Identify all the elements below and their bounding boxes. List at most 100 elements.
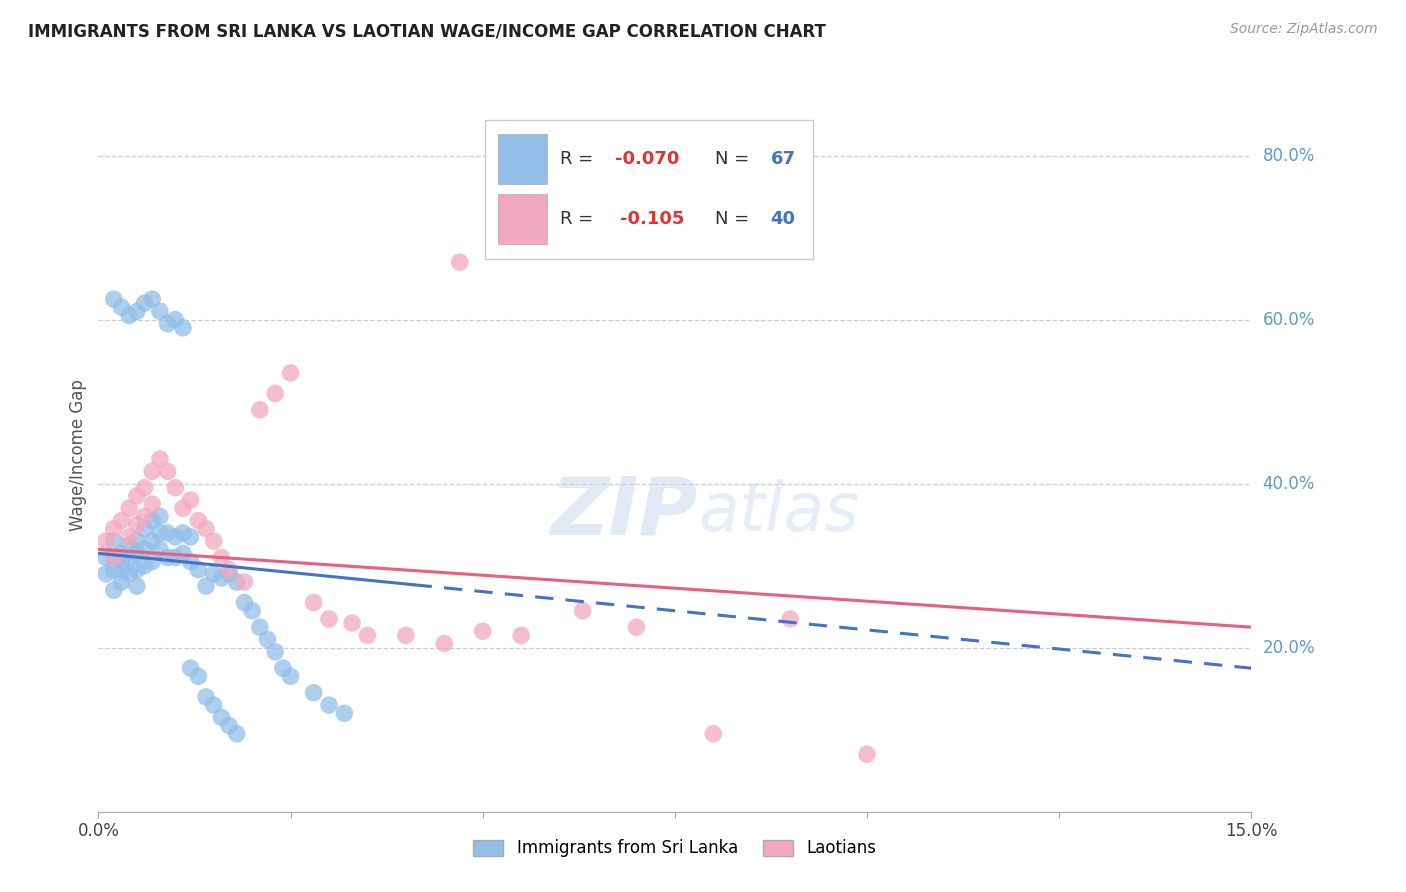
Point — [118, 309, 141, 323]
Point — [141, 514, 163, 528]
Point — [103, 550, 125, 565]
Text: Source: ZipAtlas.com: Source: ZipAtlas.com — [1230, 22, 1378, 37]
Point — [156, 464, 179, 478]
Text: 40.0%: 40.0% — [1263, 475, 1315, 492]
Point — [302, 686, 325, 700]
Point — [134, 296, 156, 310]
Point — [225, 727, 247, 741]
Point — [510, 628, 533, 642]
Point — [626, 620, 648, 634]
Point — [103, 534, 125, 549]
Point — [103, 522, 125, 536]
Point — [118, 501, 141, 516]
Point — [172, 501, 194, 516]
Point — [209, 710, 232, 724]
Point — [118, 550, 141, 565]
Point — [134, 558, 156, 573]
Point — [280, 366, 302, 380]
Text: ZIP: ZIP — [551, 473, 697, 551]
Point — [249, 402, 271, 417]
Point — [225, 575, 247, 590]
Point — [118, 530, 141, 544]
Point — [471, 624, 494, 639]
Point — [110, 514, 132, 528]
Text: atlas: atlas — [697, 479, 859, 545]
Text: R =: R = — [560, 211, 605, 228]
Point — [333, 706, 356, 721]
Point — [165, 481, 187, 495]
Point — [103, 583, 125, 598]
Y-axis label: Wage/Income Gap: Wage/Income Gap — [69, 379, 87, 531]
Point — [94, 566, 117, 581]
Point — [141, 464, 163, 478]
Text: 67: 67 — [770, 150, 796, 168]
Point — [187, 514, 209, 528]
Point — [779, 612, 801, 626]
Point — [249, 620, 271, 634]
Text: -0.105: -0.105 — [620, 211, 683, 228]
Point — [280, 669, 302, 683]
Point — [218, 563, 240, 577]
Point — [110, 555, 132, 569]
Point — [195, 690, 218, 704]
Text: 20.0%: 20.0% — [1263, 639, 1315, 657]
Point — [240, 604, 263, 618]
Point — [318, 698, 340, 712]
Point — [134, 481, 156, 495]
Point — [110, 575, 132, 590]
Legend: Immigrants from Sri Lanka, Laotians: Immigrants from Sri Lanka, Laotians — [467, 833, 883, 864]
Text: -0.070: -0.070 — [614, 150, 679, 168]
Point — [134, 522, 156, 536]
Point — [141, 555, 163, 569]
Point — [264, 645, 287, 659]
Text: 80.0%: 80.0% — [1263, 146, 1315, 164]
Point — [180, 493, 202, 508]
Point — [125, 304, 148, 318]
Point — [180, 661, 202, 675]
Point — [103, 563, 125, 577]
Point — [110, 300, 132, 314]
Point — [125, 563, 148, 577]
Bar — [499, 194, 547, 244]
Point — [141, 292, 163, 306]
Point — [233, 575, 256, 590]
Point — [125, 546, 148, 560]
Point — [172, 320, 194, 334]
Point — [118, 538, 141, 552]
Point — [172, 546, 194, 560]
Point — [94, 534, 117, 549]
Text: N =: N = — [716, 150, 755, 168]
Point — [156, 550, 179, 565]
Point — [103, 550, 125, 565]
Point — [233, 596, 256, 610]
Text: 60.0%: 60.0% — [1263, 310, 1315, 328]
Point — [125, 579, 148, 593]
Point — [149, 509, 172, 524]
Point — [218, 718, 240, 732]
Point — [433, 636, 456, 650]
Point — [209, 571, 232, 585]
Point — [134, 542, 156, 557]
Point — [202, 566, 225, 581]
Point — [202, 534, 225, 549]
Point — [356, 628, 378, 642]
Point — [118, 566, 141, 581]
Point — [271, 661, 294, 675]
Point — [94, 550, 117, 565]
Point — [195, 579, 218, 593]
Point — [449, 255, 471, 269]
Point — [187, 563, 209, 577]
Point — [141, 497, 163, 511]
Point — [165, 550, 187, 565]
Text: N =: N = — [716, 211, 755, 228]
Point — [264, 386, 287, 401]
Point — [149, 525, 172, 540]
Point — [702, 727, 724, 741]
Point — [156, 317, 179, 331]
Point — [256, 632, 278, 647]
FancyBboxPatch shape — [485, 120, 813, 259]
Point — [195, 522, 218, 536]
Point — [202, 698, 225, 712]
Point — [180, 530, 202, 544]
Point — [180, 555, 202, 569]
